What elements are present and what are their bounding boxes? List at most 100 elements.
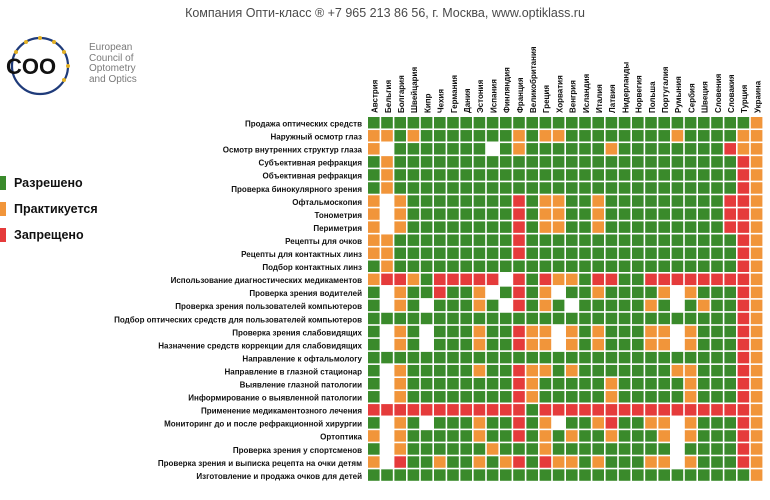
row-label: Рецепты для очков (285, 237, 362, 246)
heatmap-cell (750, 417, 763, 429)
heatmap-cell (724, 130, 736, 142)
heatmap-cell (473, 364, 486, 377)
heatmap-cell (420, 338, 433, 351)
heatmap-cell (671, 195, 684, 207)
heatmap-cell (407, 143, 420, 155)
heatmap-cell (486, 391, 499, 403)
heatmap-cell (407, 221, 420, 233)
heatmap-cell (632, 169, 644, 181)
heatmap-cell (526, 286, 538, 299)
heatmap-cell (513, 325, 525, 338)
legend-swatch-allowed (0, 176, 6, 190)
heatmap-cell (381, 221, 393, 233)
heatmap-cell (447, 364, 459, 377)
heatmap-cell (552, 378, 565, 390)
heatmap-cell (368, 221, 380, 233)
heatmap-cell (460, 247, 472, 259)
heatmap-cell (645, 351, 657, 364)
heatmap-cell (724, 156, 736, 168)
heatmap-cell (368, 169, 380, 181)
heatmap-cell (592, 391, 604, 403)
heatmap-cell (460, 364, 472, 377)
heatmap-cell (711, 182, 723, 194)
heatmap-cell (552, 117, 565, 129)
heatmap-cell (750, 143, 763, 155)
heatmap-cell (658, 117, 670, 129)
heatmap-cell (645, 260, 657, 272)
heatmap-cell (592, 469, 604, 481)
heatmap-cell (698, 143, 710, 155)
column-label: Украина (753, 80, 762, 113)
heatmap-cell (539, 469, 552, 481)
column-label: Словакия (727, 74, 736, 113)
heatmap-cell (526, 143, 538, 155)
heatmap-cell (513, 221, 525, 233)
heatmap-cell (711, 156, 723, 168)
logo-line: and Optics (89, 73, 137, 85)
heatmap-cell (618, 169, 631, 181)
heatmap-cell (618, 208, 631, 220)
heatmap-cell (500, 299, 512, 312)
heatmap-cell (698, 247, 710, 259)
heatmap-cell (566, 143, 578, 155)
heatmap-cell (513, 338, 525, 351)
heatmap-cell (552, 208, 565, 220)
heatmap-cell (566, 430, 578, 442)
heatmap-cell (420, 260, 433, 272)
column-label: Эстония (476, 79, 485, 113)
heatmap-cell (420, 234, 433, 246)
heatmap-cell (750, 351, 763, 364)
heatmap-cell (737, 156, 750, 168)
heatmap-cell (539, 351, 552, 364)
heatmap-cell (618, 378, 631, 390)
heatmap-cell (368, 443, 380, 455)
heatmap-cell (579, 286, 591, 299)
heatmap-cell (750, 469, 763, 481)
heatmap-cell (645, 443, 657, 455)
heatmap-cell (473, 260, 486, 272)
heatmap-cell (486, 430, 499, 442)
heatmap-cell (460, 443, 472, 455)
heatmap-cell (645, 364, 657, 377)
heatmap-cell (737, 299, 750, 312)
heatmap-cell (552, 130, 565, 142)
heatmap-cell (500, 391, 512, 403)
heatmap-cell (500, 143, 512, 155)
heatmap-cell (473, 208, 486, 220)
heatmap-cell (539, 169, 552, 181)
column-label: Словения (714, 73, 723, 113)
heatmap-cell (368, 417, 380, 429)
heatmap-cell (671, 169, 684, 181)
heatmap-cell (539, 143, 552, 155)
heatmap-cell (737, 221, 750, 233)
heatmap-cell (447, 351, 459, 364)
column-label: Испания (489, 79, 498, 113)
heatmap-cell (618, 417, 631, 429)
heatmap-cell (420, 404, 433, 416)
heatmap-cell (645, 156, 657, 168)
heatmap-cell (447, 469, 459, 481)
heatmap-cell (473, 417, 486, 429)
heatmap-cell (737, 117, 750, 129)
logo-stars (14, 36, 70, 82)
heatmap-cell (526, 430, 538, 442)
column-label: Болгария (397, 75, 406, 113)
heatmap-cell (539, 456, 552, 468)
heatmap-cell (632, 130, 644, 142)
heatmap-cell (737, 469, 750, 481)
heatmap-cell (381, 430, 393, 442)
heatmap-cell (552, 195, 565, 207)
heatmap-cell (460, 208, 472, 220)
heatmap-cell (394, 182, 406, 194)
row-label: Объективная рефракция (263, 172, 363, 181)
heatmap-cell (579, 169, 591, 181)
row-label: Выявление глазной патологии (240, 381, 362, 390)
heatmap-cell (539, 130, 552, 142)
heatmap-cell (645, 378, 657, 390)
heatmap-cell (592, 351, 604, 364)
heatmap-cell (526, 443, 538, 455)
heatmap-cell (658, 260, 670, 272)
heatmap-cell (592, 221, 604, 233)
heatmap-cell (605, 273, 618, 286)
heatmap-cell (632, 443, 644, 455)
